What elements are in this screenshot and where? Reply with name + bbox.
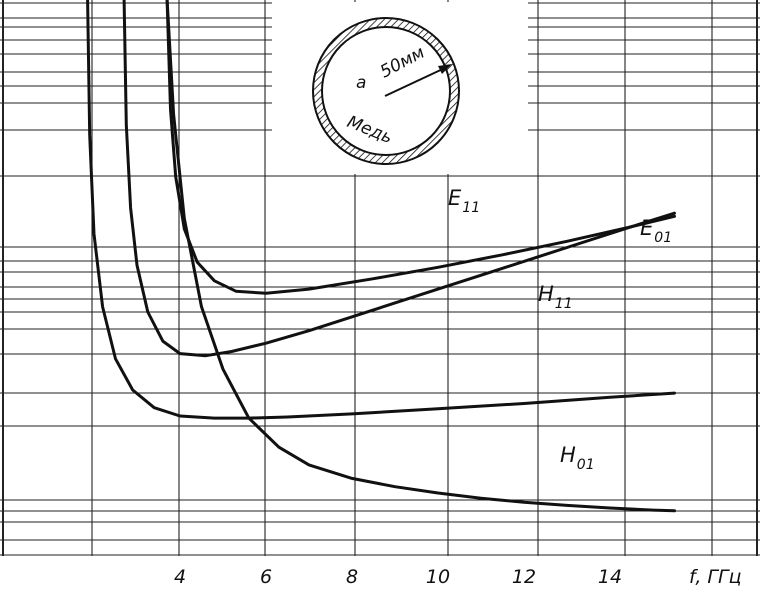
- series-layer: [86, 0, 676, 513]
- series-curve-h01: [165, 0, 676, 513]
- x-tick-label: 8: [346, 566, 358, 588]
- radius-symbol: a: [356, 73, 366, 93]
- series-label-e11: E11: [448, 186, 480, 216]
- x-tick-labels: 4 6 8 10 12 14: [174, 566, 622, 588]
- series-curve-e01: [122, 0, 676, 358]
- x-tick-label: 12: [512, 566, 536, 588]
- pipe-bore: [321, 26, 451, 156]
- x-tick-label: 6: [260, 566, 272, 588]
- waveguide-inset: a 50мм Медь: [272, 2, 528, 174]
- x-tick-label: 10: [426, 566, 450, 588]
- series-curve-e11: [165, 0, 676, 295]
- x-tick-label: 4: [174, 566, 186, 588]
- radius-arrow: [384, 66, 448, 97]
- x-tick-label: 14: [598, 566, 622, 588]
- series-curve-h11: [86, 0, 676, 420]
- series-label-h01: H01: [560, 443, 595, 473]
- radius-arrowhead: [438, 64, 452, 74]
- x-axis-label: f, ГГц: [689, 566, 742, 588]
